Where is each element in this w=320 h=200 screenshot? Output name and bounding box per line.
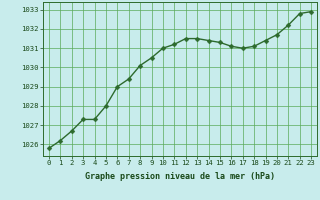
X-axis label: Graphe pression niveau de la mer (hPa): Graphe pression niveau de la mer (hPa) [85, 172, 275, 181]
